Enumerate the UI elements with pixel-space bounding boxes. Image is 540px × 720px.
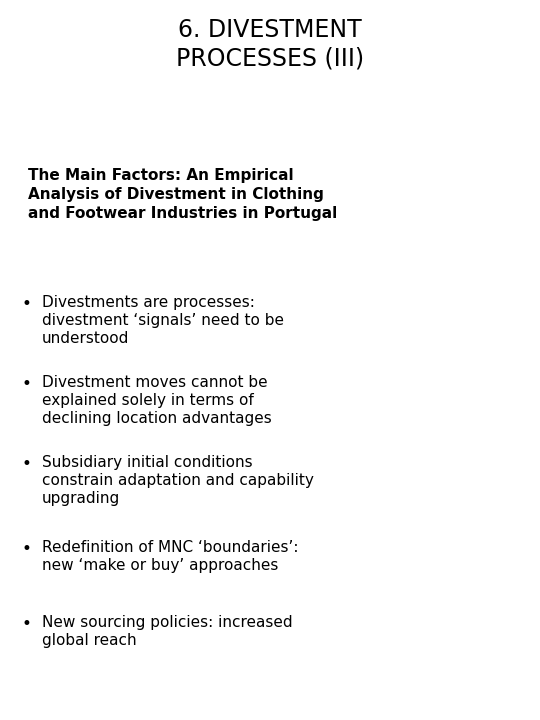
Text: Subsidiary initial conditions
constrain adaptation and capability
upgrading: Subsidiary initial conditions constrain … (42, 455, 314, 506)
Text: •: • (22, 295, 32, 313)
Text: Redefinition of MNC ‘boundaries’:
new ‘make or buy’ approaches: Redefinition of MNC ‘boundaries’: new ‘m… (42, 540, 299, 573)
Text: 6. DIVESTMENT
PROCESSES (III): 6. DIVESTMENT PROCESSES (III) (176, 18, 364, 71)
Text: New sourcing policies: increased
global reach: New sourcing policies: increased global … (42, 615, 293, 648)
Text: •: • (22, 375, 32, 393)
Text: •: • (22, 615, 32, 633)
Text: Divestments are processes:
divestment ‘signals’ need to be
understood: Divestments are processes: divestment ‘s… (42, 295, 284, 346)
Text: •: • (22, 540, 32, 558)
Text: The Main Factors: An Empirical
Analysis of Divestment in Clothing
and Footwear I: The Main Factors: An Empirical Analysis … (28, 168, 337, 222)
Text: •: • (22, 455, 32, 473)
Text: Divestment moves cannot be
explained solely in terms of
declining location advan: Divestment moves cannot be explained sol… (42, 375, 272, 426)
